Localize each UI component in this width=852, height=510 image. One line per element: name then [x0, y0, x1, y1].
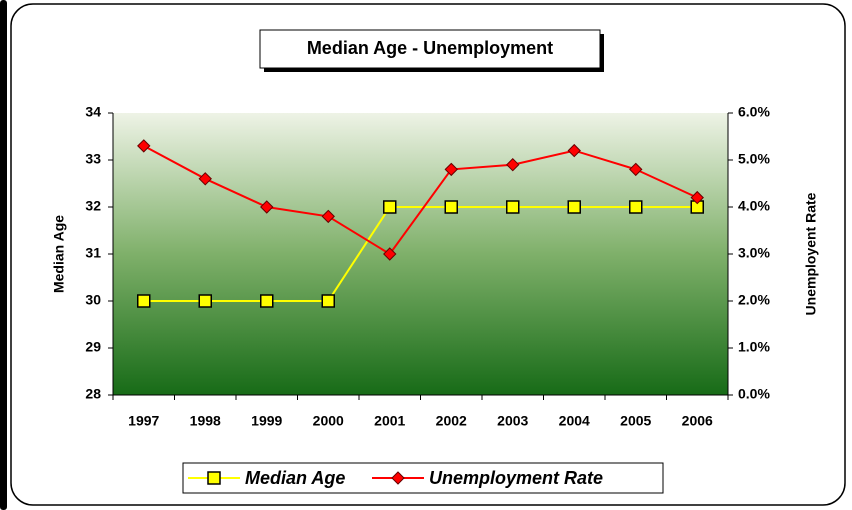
- y-tick-label: 30: [85, 292, 101, 308]
- y2-tick-label: 2.0%: [738, 292, 770, 308]
- y-tick-label: 31: [85, 245, 101, 261]
- point: [383, 200, 397, 214]
- point: [260, 294, 274, 308]
- x-tick-label: 1998: [190, 413, 221, 429]
- chart-title: Median Age - Unemployment: [307, 38, 553, 58]
- legend-label: Unemployment Rate: [429, 468, 603, 488]
- y-axis-label: Median Age: [51, 215, 67, 293]
- legend-marker: [391, 471, 405, 485]
- y-tick-label: 29: [85, 339, 101, 355]
- y2-tick-label: 1.0%: [738, 339, 770, 355]
- point: [321, 294, 335, 308]
- y2-tick-label: 5.0%: [738, 151, 770, 167]
- point: [137, 294, 151, 308]
- y2-axis-label: Unemployent Rate: [803, 192, 819, 315]
- point: [567, 143, 581, 158]
- x-tick-label: 2004: [559, 413, 590, 429]
- y-tick-label: 32: [85, 198, 101, 214]
- y-tick-label: 34: [85, 104, 101, 120]
- x-tick-label: 2006: [682, 413, 713, 429]
- point: [629, 200, 643, 214]
- point: [260, 200, 274, 214]
- point: [567, 200, 581, 214]
- x-tick-label: 1999: [251, 413, 282, 429]
- point: [198, 172, 212, 186]
- point: [198, 294, 212, 308]
- x-tick-label: 2002: [436, 413, 467, 429]
- point: [444, 162, 458, 177]
- series-line: [143, 145, 698, 256]
- plot-area: [113, 113, 728, 395]
- point: [383, 247, 397, 261]
- x-tick-label: 2003: [497, 413, 528, 429]
- y2-tick-label: 4.0%: [738, 198, 770, 214]
- point: [506, 157, 520, 172]
- y2-tick-label: 0.0%: [738, 386, 770, 402]
- point: [444, 200, 458, 214]
- y-tick-label: 33: [85, 151, 101, 167]
- legend-marker: [207, 471, 221, 485]
- point: [506, 200, 520, 214]
- left-edge: [0, 0, 7, 510]
- x-tick-label: 2005: [620, 413, 651, 429]
- point: [321, 209, 335, 224]
- point: [137, 139, 151, 153]
- y2-tick-label: 6.0%: [738, 104, 770, 120]
- series-line: [143, 206, 698, 302]
- y-tick-label: 28: [85, 386, 101, 402]
- x-tick-label: 2001: [374, 413, 405, 429]
- point: [690, 190, 704, 205]
- x-tick-label: 1997: [128, 413, 159, 429]
- point: [629, 162, 643, 177]
- legend-label: Median Age: [245, 468, 345, 488]
- y2-tick-label: 3.0%: [738, 245, 770, 261]
- title-box: [259, 29, 601, 69]
- x-tick-label: 2000: [313, 413, 344, 429]
